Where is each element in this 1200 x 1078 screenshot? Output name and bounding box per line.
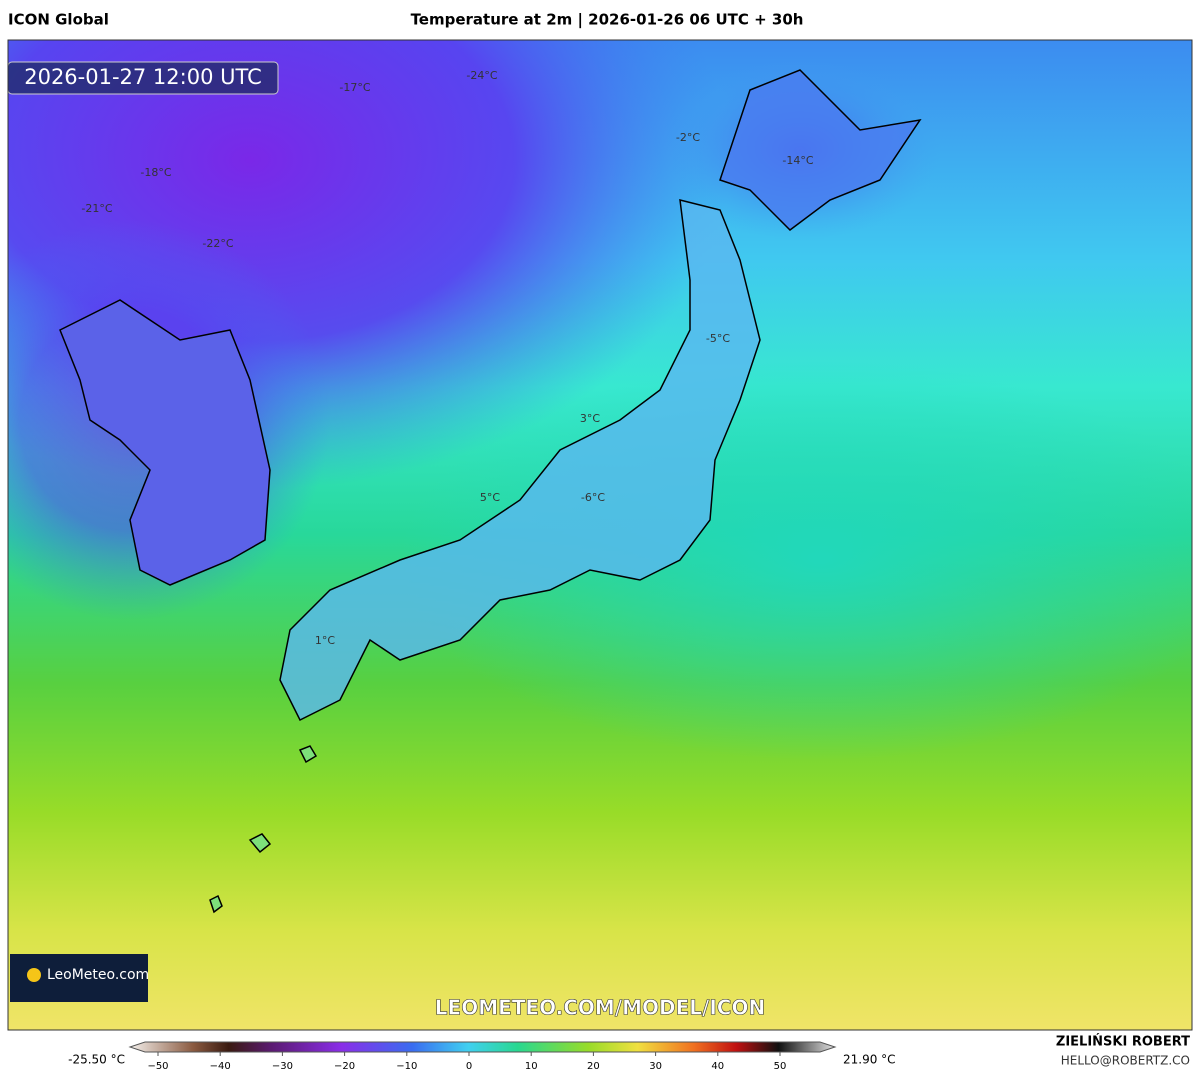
colorbar-tick-label: −30 — [272, 1061, 293, 1072]
temperature-labels: -17°C -24°C -2°C -14°C -18°C -21°C -22°C -5°C 3°… — [81, 69, 813, 647]
temperature-label: -22°C — [202, 237, 233, 250]
colorbar-tick-label: 50 — [774, 1061, 787, 1072]
watermark: LEOMETEO.COM/MODEL/ICON — [435, 996, 765, 1020]
temperature-label: 5°C — [480, 491, 500, 504]
temperature-label: -21°C — [81, 202, 112, 215]
temperature-label: -18°C — [140, 166, 171, 179]
temperature-label: 1°C — [315, 634, 335, 647]
colorbar-max: 21.90 °C — [843, 1053, 896, 1067]
author: ZIELIŃSKI ROBERT — [1056, 1034, 1190, 1050]
map: -17°C -24°C -2°C -14°C -18°C -21°C -22°C -5°C 3°… — [8, 40, 1192, 1030]
map-title: Temperature at 2m | 2026-01-26 06 UTC + … — [411, 11, 804, 30]
temperature-label: -6°C — [581, 491, 605, 504]
colorbar-tick-label: 0 — [466, 1061, 472, 1072]
temperature-label: -24°C — [466, 69, 497, 82]
colorbar-tick-label: −40 — [210, 1061, 231, 1072]
colorbar-tick-label: 40 — [711, 1061, 724, 1072]
colorbar-ticks: −50 −40 −30 −20 −10 0 10 20 30 40 50 — [147, 1052, 786, 1072]
colorbar-tick-label: 20 — [587, 1061, 600, 1072]
email: HELLO@ROBERTZ.CO — [1061, 1054, 1190, 1068]
colorbar-tick-label: −20 — [334, 1061, 355, 1072]
temperature-label: -2°C — [676, 131, 700, 144]
colorbar-tick-label: −10 — [396, 1061, 417, 1072]
model-name: ICON Global — [8, 11, 109, 29]
temperature-label: -17°C — [339, 81, 370, 94]
temperature-label: -5°C — [706, 332, 730, 345]
logo: LeoMeteo.com — [47, 967, 149, 983]
temperature-label: 3°C — [580, 412, 600, 425]
valid-time: 2026-01-27 12:00 UTC — [24, 65, 262, 89]
colorbar-tick-label: 10 — [525, 1061, 538, 1072]
colorbar-tick-label: 30 — [649, 1061, 662, 1072]
logo-sun — [27, 968, 41, 982]
colorbar-min: -25.50 °C — [68, 1053, 125, 1067]
colorbar-tick-label: −50 — [147, 1061, 168, 1072]
temperature-label: -14°C — [782, 154, 813, 167]
colorbar — [128, 1041, 837, 1053]
map-frame — [7, 39, 1193, 1031]
